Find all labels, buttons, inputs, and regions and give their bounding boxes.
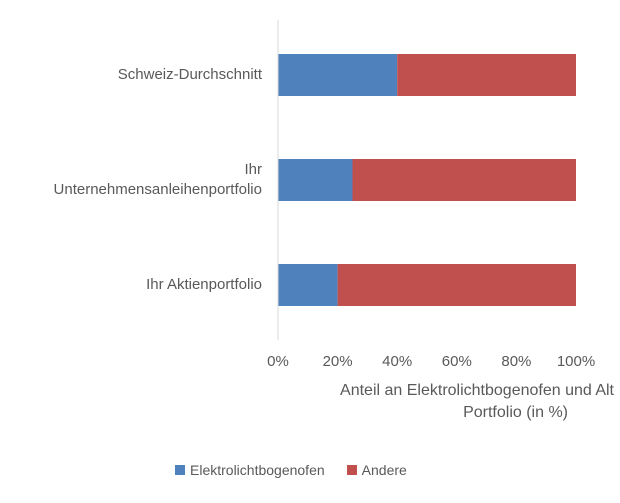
bar-electric-arc-1	[278, 159, 353, 201]
legend-swatch-electric-arc	[175, 465, 185, 475]
legend-item-other: Andere	[346, 462, 407, 478]
x-tick-label: 60%	[442, 353, 472, 370]
bar-electric-arc-2	[278, 54, 398, 96]
x-axis-label-line1: Anteil an Elektrolichtbogenofen und Alt	[340, 382, 614, 399]
category-label: Ihr Aktienportfolio	[146, 276, 262, 293]
bars-group	[278, 54, 576, 306]
legend-item-electric-arc: Elektrolichtbogenofen	[175, 462, 325, 478]
legend-label-other: Andere	[361, 462, 407, 478]
x-tick-label: 20%	[323, 353, 353, 370]
bar-other-1	[352, 159, 576, 201]
category-label: Ihr Unternehmensanleihenportfolio	[53, 161, 262, 198]
legend-swatch-other	[346, 465, 357, 475]
x-axis-label-line2: Portfolio (in %)	[463, 404, 568, 421]
bar-other-0	[337, 264, 576, 306]
x-tick-label: 0%	[267, 353, 289, 370]
bar-electric-arc-0	[278, 264, 338, 306]
x-tick-labels: 0% 20% 40% 60% 80% 100%	[267, 353, 595, 370]
x-tick-label: 100%	[557, 353, 595, 370]
bar-other-2	[397, 54, 576, 96]
x-axis-label: Anteil an Elektrolichtbogenofen und Alt …	[276, 380, 614, 424]
category-label: Schweiz-Durchschnitt	[117, 66, 262, 83]
legend: Elektrolichtbogenofen Andere	[175, 462, 429, 478]
x-tick-label: 40%	[382, 353, 412, 370]
x-tick-label: 80%	[501, 353, 531, 370]
legend-label-electric-arc: Elektrolichtbogenofen	[190, 462, 325, 478]
